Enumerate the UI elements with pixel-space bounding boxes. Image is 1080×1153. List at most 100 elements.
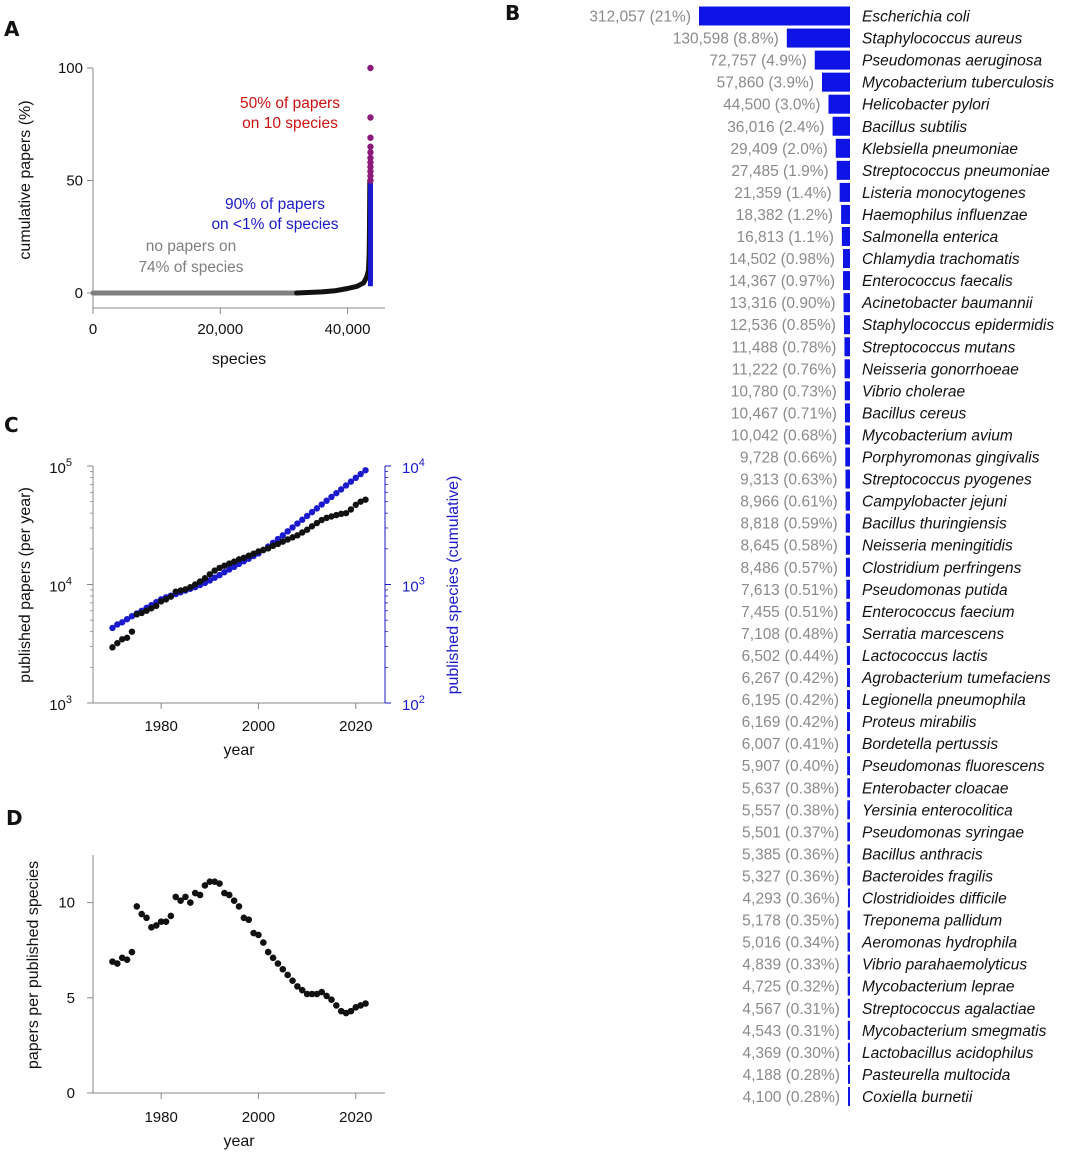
- x-tick-label: 2000: [242, 718, 275, 735]
- bar: [847, 910, 850, 930]
- bar-value-label: 4,188 (0.28%): [743, 1067, 840, 1084]
- bar: [846, 579, 850, 599]
- papers-point: [133, 611, 140, 618]
- papers-point: [299, 529, 306, 536]
- papers-point: [318, 516, 325, 524]
- panel-d-y-label: papers per published species: [25, 861, 42, 1069]
- bar: [845, 425, 850, 445]
- ratio-point: [230, 897, 238, 904]
- species-point: [357, 470, 364, 478]
- bar: [843, 315, 850, 335]
- bar-category-label: Serratia marcescens: [862, 626, 1004, 643]
- bar: [843, 271, 850, 291]
- bar-category-label: Lactococcus lactis: [862, 648, 988, 665]
- species-point: [279, 532, 286, 539]
- bar-value-label: 8,486 (0.57%): [741, 560, 838, 577]
- top-species-point: [367, 114, 374, 121]
- right-tick-label: 102: [402, 694, 425, 714]
- bar-value-label: 36,016 (2.4%): [727, 119, 824, 136]
- annotation-red-line-2: on 10 species: [242, 115, 338, 132]
- ratio-point: [157, 918, 165, 925]
- papers-point: [172, 588, 179, 595]
- bar: [839, 182, 850, 202]
- bar: [847, 976, 850, 996]
- papers-point: [347, 506, 355, 513]
- ratio-point: [255, 931, 262, 939]
- bar-value-label: 5,501 (0.37%): [742, 824, 839, 841]
- bar-category-label: Clostridium perfringens: [862, 560, 1022, 577]
- panel-c-letter: C: [4, 413, 19, 437]
- bar: [847, 1020, 850, 1040]
- papers-point: [294, 532, 301, 539]
- bar-category-label: Enterococcus faecalis: [862, 273, 1013, 290]
- bar: [844, 337, 850, 357]
- ratio-point: [303, 990, 311, 998]
- bar-value-label: 312,057 (21%): [589, 9, 691, 26]
- bar-category-label: Streptococcus agalactiae: [862, 1001, 1036, 1018]
- panel-d-letter: D: [6, 806, 23, 830]
- bar: [845, 469, 850, 489]
- bar: [847, 954, 850, 974]
- papers-point: [342, 509, 350, 517]
- bar-value-label: 4,567 (0.31%): [742, 1001, 839, 1018]
- bar: [847, 888, 850, 908]
- species-point: [206, 577, 213, 584]
- bar-category-label: Helicobacter pylori: [862, 97, 990, 114]
- bar: [846, 645, 850, 665]
- bar: [848, 1086, 850, 1106]
- bar: [847, 756, 850, 776]
- papers-point: [255, 548, 262, 555]
- bar-value-label: 11,222 (0.76%): [732, 361, 837, 378]
- papers-point: [303, 526, 311, 533]
- bar-value-label: 12,536 (0.85%): [730, 317, 836, 334]
- bar-value-label: 6,502 (0.44%): [741, 648, 838, 665]
- papers-point: [114, 639, 121, 647]
- bar: [845, 557, 850, 577]
- species-point: [284, 528, 291, 535]
- bar-value-label: 8,645 (0.58%): [740, 538, 837, 555]
- papers-point: [148, 605, 155, 612]
- species-point: [221, 568, 228, 576]
- panel-c-right-label: published species (cumulative): [445, 476, 462, 695]
- bar-category-label: Pasteurella multocida: [862, 1067, 1011, 1084]
- papers-point: [157, 598, 165, 605]
- panel-c: C 1980 2000 2020 103 104 105 102 103 104 year pu…: [4, 413, 462, 759]
- bar: [842, 249, 850, 269]
- panel-c-x-label: year: [223, 742, 255, 759]
- species-point: [123, 615, 131, 623]
- species-point: [289, 524, 296, 531]
- bar-value-label: 9,313 (0.63%): [740, 472, 837, 489]
- papers-point: [333, 511, 340, 519]
- ratio-point: [123, 956, 131, 964]
- ratio-point: [328, 996, 335, 1004]
- top-species-point: [367, 154, 374, 162]
- species-point: [216, 571, 223, 579]
- papers-point: [323, 514, 330, 522]
- bar-value-label: 21,359 (1.4%): [734, 185, 831, 202]
- papers-point: [260, 546, 267, 554]
- ratio-point: [362, 1000, 369, 1007]
- papers-point: [279, 538, 286, 545]
- bar-value-label: 7,108 (0.48%): [741, 626, 838, 643]
- bar-category-label: Mycobacterium leprae: [862, 979, 1015, 996]
- top-species-point: [367, 134, 374, 141]
- bar-value-label: 72,757 (4.9%): [709, 53, 806, 70]
- species-point: [338, 486, 345, 493]
- papers-point: [250, 550, 257, 557]
- y-tick-label: 0: [75, 285, 83, 302]
- bar-value-label: 13,316 (0.90%): [730, 295, 836, 312]
- bar-category-label: Clostridioides difficile: [862, 891, 1007, 908]
- bar-category-label: Aeromonas hydrophila: [861, 935, 1017, 952]
- species-point: [230, 563, 238, 571]
- bar-value-label: 5,557 (0.38%): [742, 802, 839, 819]
- bar-category-label: Haemophilus influenzae: [862, 207, 1028, 224]
- panel-a-x-label: species: [212, 351, 266, 368]
- bar-category-label: Proteus mirabilis: [862, 714, 977, 731]
- papers-point: [357, 498, 364, 505]
- ratio-point: [323, 992, 330, 1000]
- species-point: [201, 579, 209, 587]
- ratio-point: [167, 912, 175, 920]
- papers-point: [143, 607, 150, 614]
- papers-point: [230, 558, 238, 565]
- x-tick-label: 20,000: [197, 321, 243, 338]
